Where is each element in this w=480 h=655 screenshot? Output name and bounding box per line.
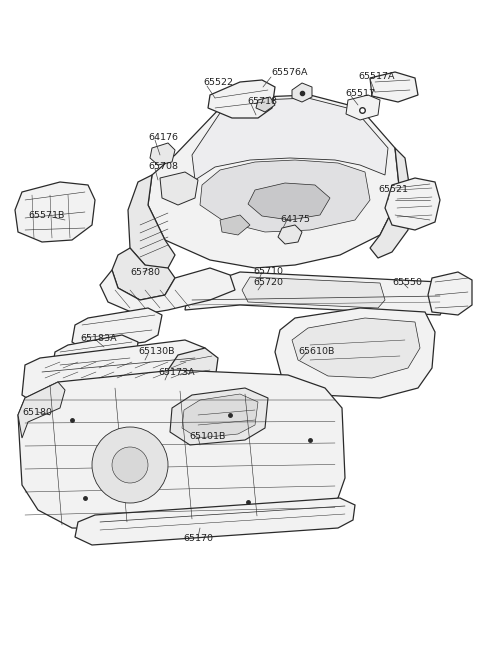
Polygon shape	[428, 272, 472, 315]
Polygon shape	[220, 215, 250, 235]
Text: 65101B: 65101B	[189, 432, 226, 441]
Polygon shape	[128, 175, 175, 278]
Text: 65130B: 65130B	[138, 347, 175, 356]
Text: 65571B: 65571B	[28, 211, 64, 220]
Polygon shape	[160, 172, 198, 205]
Polygon shape	[22, 340, 205, 405]
Polygon shape	[370, 72, 418, 102]
Polygon shape	[182, 394, 258, 438]
Polygon shape	[242, 277, 385, 308]
Polygon shape	[346, 95, 380, 120]
Polygon shape	[370, 148, 410, 258]
Polygon shape	[275, 308, 435, 398]
Text: 65550: 65550	[392, 278, 422, 287]
Polygon shape	[15, 182, 95, 242]
Text: 65173A: 65173A	[158, 368, 194, 377]
Circle shape	[92, 427, 168, 503]
Polygon shape	[278, 225, 302, 244]
Text: 65576A: 65576A	[271, 68, 308, 77]
Text: 65183A: 65183A	[80, 334, 117, 343]
Text: 65517A: 65517A	[358, 72, 395, 81]
Polygon shape	[150, 143, 175, 165]
Polygon shape	[72, 308, 162, 350]
Text: 65710: 65710	[253, 267, 283, 276]
Polygon shape	[148, 95, 400, 268]
Polygon shape	[52, 335, 138, 380]
Text: 64175: 64175	[280, 215, 310, 224]
Text: 65720: 65720	[253, 278, 283, 287]
Text: 65170: 65170	[183, 534, 213, 543]
Text: 64176: 64176	[148, 133, 178, 142]
Text: 65610B: 65610B	[298, 347, 335, 356]
Text: 65708: 65708	[148, 162, 178, 171]
Polygon shape	[170, 388, 268, 445]
Text: 65718: 65718	[247, 97, 277, 106]
Polygon shape	[292, 318, 420, 378]
Polygon shape	[75, 498, 355, 545]
Polygon shape	[208, 80, 275, 118]
Text: 65780: 65780	[130, 268, 160, 277]
Polygon shape	[385, 178, 440, 230]
Polygon shape	[168, 348, 218, 388]
Text: 65521: 65521	[378, 185, 408, 194]
Polygon shape	[248, 183, 330, 220]
Circle shape	[112, 447, 148, 483]
Polygon shape	[112, 248, 175, 300]
Polygon shape	[18, 370, 345, 530]
Text: 65522: 65522	[203, 78, 233, 87]
Polygon shape	[200, 160, 370, 232]
Polygon shape	[100, 268, 235, 315]
Polygon shape	[292, 83, 312, 102]
Text: 65180: 65180	[22, 408, 52, 417]
Polygon shape	[18, 382, 65, 438]
Text: 65517: 65517	[345, 89, 375, 98]
Polygon shape	[256, 97, 275, 112]
Polygon shape	[192, 98, 388, 180]
Polygon shape	[185, 272, 448, 315]
